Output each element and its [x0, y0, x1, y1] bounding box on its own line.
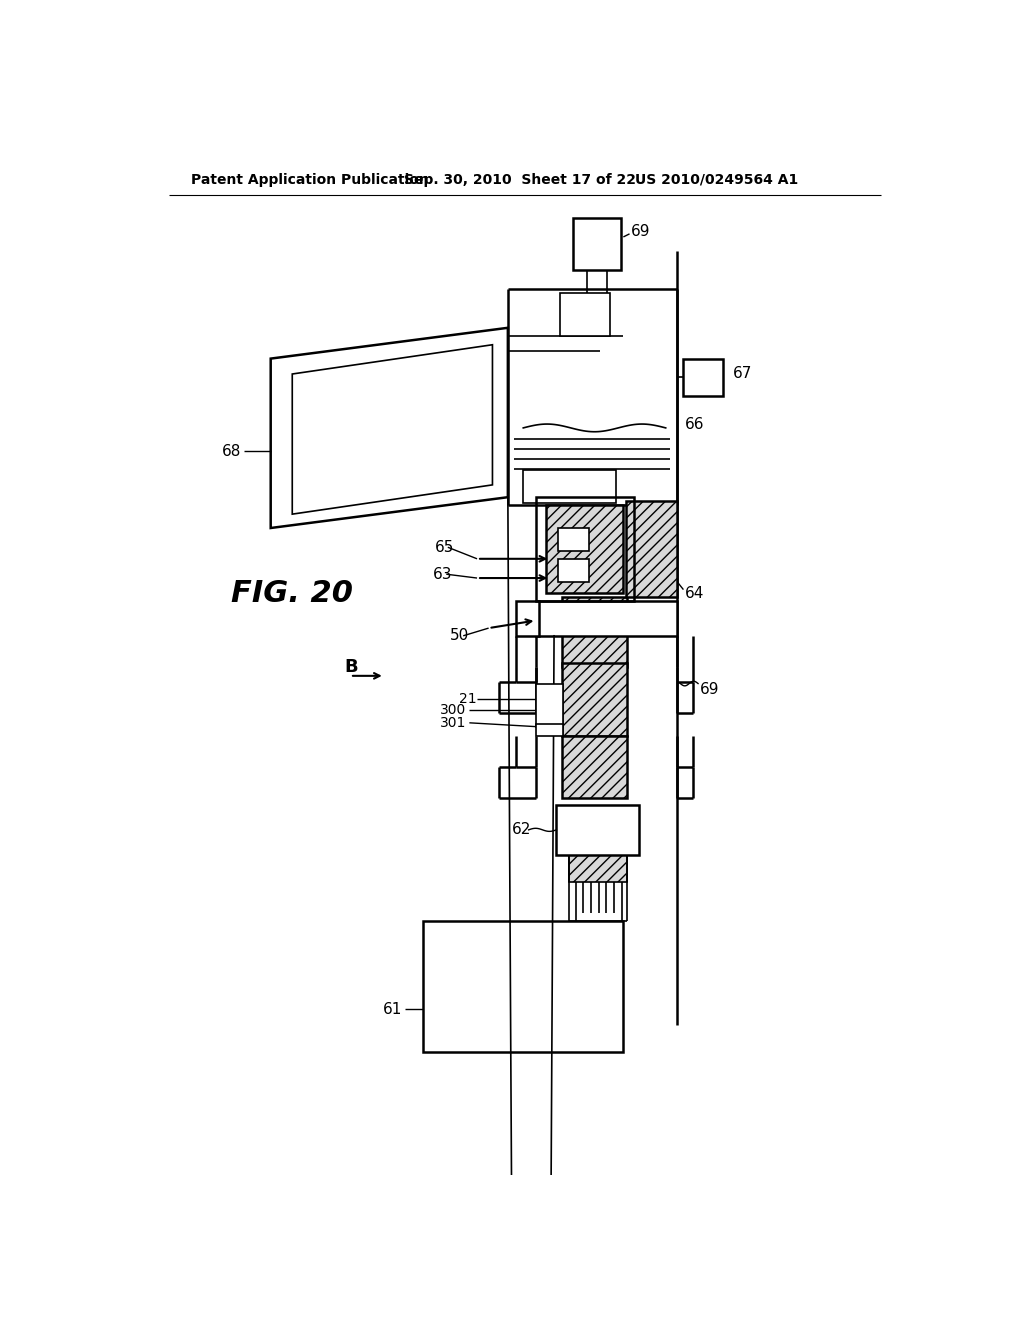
Text: 66: 66: [685, 417, 705, 432]
Bar: [562, 663, 628, 737]
Text: Sep. 30, 2010  Sheet 17 of 22: Sep. 30, 2010 Sheet 17 of 22: [403, 173, 636, 187]
Text: 67: 67: [733, 367, 752, 381]
Bar: [537, 601, 677, 636]
Text: 69: 69: [700, 682, 720, 697]
Bar: [556, 805, 639, 855]
Bar: [523, 470, 615, 503]
Polygon shape: [558, 528, 589, 552]
Text: 69: 69: [631, 224, 650, 239]
Bar: [537, 725, 563, 737]
Bar: [573, 218, 621, 271]
Bar: [569, 855, 628, 882]
Text: 61: 61: [383, 1002, 402, 1016]
Text: 65: 65: [435, 540, 454, 554]
Text: 63: 63: [433, 566, 453, 582]
Text: US 2010/0249564 A1: US 2010/0249564 A1: [635, 173, 798, 187]
Bar: [515, 601, 539, 636]
Bar: [537, 498, 634, 601]
Polygon shape: [292, 345, 493, 515]
Text: 301: 301: [440, 715, 467, 730]
Text: 62: 62: [512, 822, 531, 837]
Polygon shape: [558, 558, 589, 582]
Bar: [626, 502, 677, 598]
Bar: [683, 359, 724, 396]
Text: 68: 68: [221, 444, 241, 458]
Bar: [562, 598, 628, 667]
Text: B: B: [345, 657, 358, 676]
Polygon shape: [270, 327, 508, 528]
Text: 300: 300: [440, 704, 466, 718]
Text: FIG. 20: FIG. 20: [230, 579, 352, 609]
Text: 64: 64: [685, 586, 705, 601]
Text: 21: 21: [459, 692, 476, 706]
Bar: [423, 921, 624, 1052]
Text: 50: 50: [451, 628, 469, 643]
Bar: [562, 737, 628, 797]
Bar: [547, 506, 624, 594]
Bar: [537, 684, 563, 726]
Bar: [560, 293, 610, 335]
Text: Patent Application Publication: Patent Application Publication: [190, 173, 428, 187]
